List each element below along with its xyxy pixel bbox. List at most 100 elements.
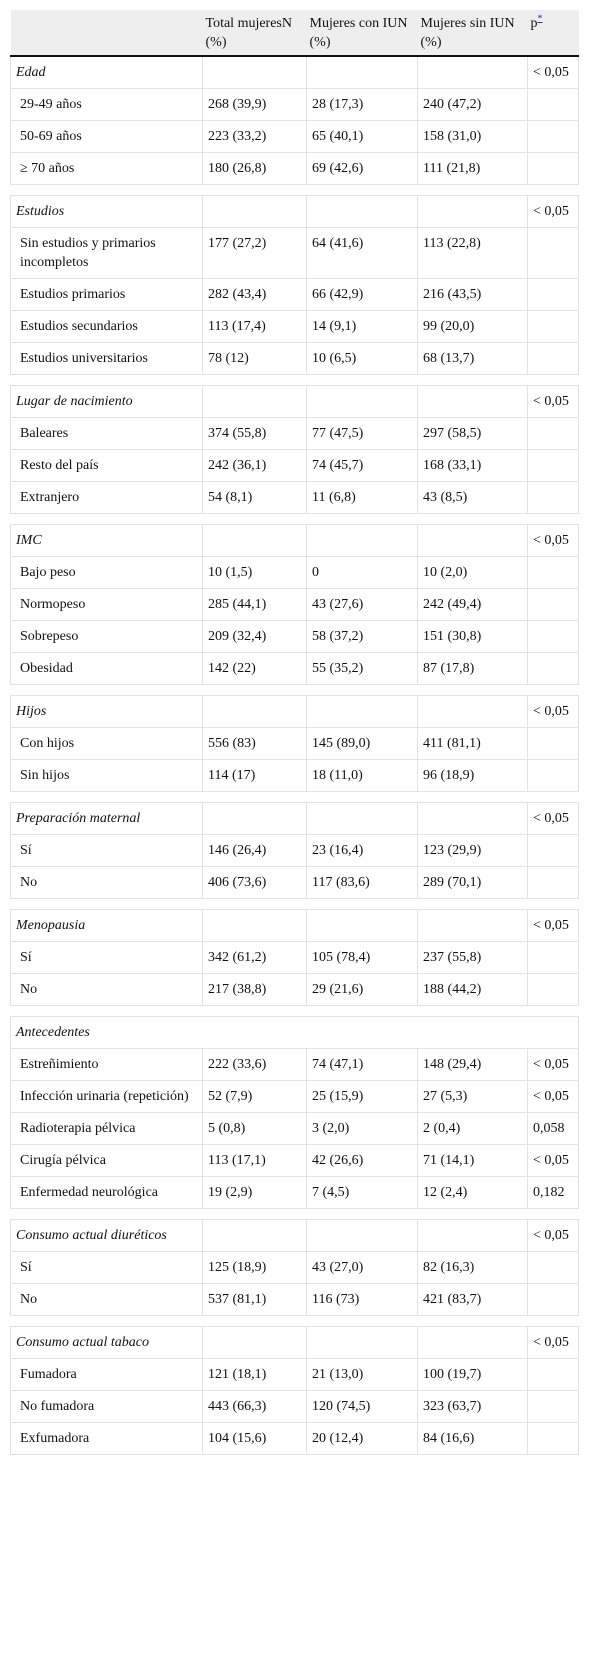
value-cell: 342 (61,2) (202, 941, 307, 974)
empty-cell (527, 1422, 579, 1455)
empty-cell (417, 909, 528, 942)
section-title: IMC (10, 524, 203, 557)
value-cell: 556 (83) (202, 727, 307, 760)
value-cell: 217 (38,8) (202, 973, 307, 1006)
empty-cell (527, 834, 579, 867)
footnote-marker: * (537, 13, 543, 25)
value-cell: 18 (11,0) (306, 759, 418, 792)
value-cell: 223 (33,2) (202, 120, 307, 153)
row-label: ≥ 70 años (10, 152, 203, 185)
data-row: Normopeso 285 (44,1) 43 (27,6) 242 (49,4) (10, 588, 579, 621)
value-cell: 68 (13,7) (417, 342, 528, 375)
section-title: Estudios (10, 195, 203, 228)
value-cell: 87 (17,8) (417, 652, 528, 685)
value-cell: 100 (19,7) (417, 1358, 528, 1391)
empty-cell (202, 55, 307, 89)
row-label: Sí (10, 1251, 203, 1284)
empty-cell (306, 909, 418, 942)
empty-cell (202, 1219, 307, 1252)
value-cell: 242 (49,4) (417, 588, 528, 621)
spacer-cell (10, 1315, 579, 1327)
value-cell: 82 (16,3) (417, 1251, 528, 1284)
row-label: Exfumadora (10, 1422, 203, 1455)
value-cell: 240 (47,2) (417, 88, 528, 121)
value-cell: 237 (55,8) (417, 941, 528, 974)
empty-cell (527, 152, 579, 185)
value-cell: 158 (31,0) (417, 120, 528, 153)
value-cell: 105 (78,4) (306, 941, 418, 974)
value-cell: 27 (5,3) (417, 1080, 528, 1113)
section-title: Preparación maternal (10, 802, 203, 835)
empty-cell (527, 227, 579, 279)
header-cell (10, 10, 203, 57)
value-cell: 537 (81,1) (202, 1283, 307, 1316)
value-cell: 374 (55,8) (202, 417, 307, 450)
header-cell: Total mujeresN (%) (202, 10, 307, 57)
empty-cell (527, 941, 579, 974)
empty-cell (306, 524, 418, 557)
data-row: No 537 (81,1) 116 (73) 421 (83,7) (10, 1283, 579, 1316)
empty-cell (527, 866, 579, 899)
section-title: Edad (10, 55, 203, 89)
header-row: Total mujeresN (%) Mujeres con IUN (%) Muj… (10, 10, 579, 57)
value-cell: 58 (37,2) (306, 620, 418, 653)
p-value: < 0,05 (527, 1144, 579, 1177)
section-row: Estudios < 0,05 (10, 195, 579, 228)
empty-cell (306, 1219, 418, 1252)
value-cell: 145 (89,0) (306, 727, 418, 760)
data-row: Resto del país 242 (36,1) 74 (45,7) 168 (33… (10, 449, 579, 482)
value-cell: 142 (22) (202, 652, 307, 685)
value-cell: 29 (21,6) (306, 973, 418, 1006)
empty-cell (202, 195, 307, 228)
data-row: Sí 342 (61,2) 105 (78,4) 237 (55,8) (10, 941, 579, 974)
empty-cell (527, 652, 579, 685)
data-row: Sin estudios y primarios incompletos 177 … (10, 227, 579, 279)
value-cell: 84 (16,6) (417, 1422, 528, 1455)
empty-cell (527, 342, 579, 375)
data-row: Exfumadora 104 (15,6) 20 (12,4) 84 (16,6) (10, 1422, 579, 1455)
data-row: Estudios primarios 282 (43,4) 66 (42,9) 216… (10, 278, 579, 311)
empty-cell (202, 524, 307, 557)
p-value: < 0,05 (527, 695, 579, 728)
value-cell: 242 (36,1) (202, 449, 307, 482)
row-label: Obesidad (10, 652, 203, 685)
data-row: No fumadora 443 (66,3) 120 (74,5) 323 (63,7… (10, 1390, 579, 1423)
empty-cell (306, 385, 418, 418)
value-cell: 123 (29,9) (417, 834, 528, 867)
row-label: Estreñimiento (10, 1048, 203, 1081)
p-value: < 0,05 (527, 195, 579, 228)
value-cell: 177 (27,2) (202, 227, 307, 279)
value-cell: 116 (73) (306, 1283, 418, 1316)
value-cell: 113 (17,4) (202, 310, 307, 343)
row-label: 29-49 años (10, 88, 203, 121)
table-body: Edad < 0,05 29-49 años 268 (39,9) 28 (17,3) 2… (10, 55, 579, 1455)
row-label: Estudios secundarios (10, 310, 203, 343)
header-cell: Mujeres con IUN (%) (306, 10, 418, 57)
value-cell: 113 (22,8) (417, 227, 528, 279)
section-row: Edad < 0,05 (10, 55, 579, 89)
row-label: Resto del país (10, 449, 203, 482)
empty-cell (417, 55, 528, 89)
value-cell: 12 (2,4) (417, 1176, 528, 1209)
spacer-cell (10, 374, 579, 386)
empty-cell (527, 1283, 579, 1316)
value-cell: 43 (27,6) (306, 588, 418, 621)
data-row: Con hijos 556 (83) 145 (89,0) 411 (81,1) (10, 727, 579, 760)
data-row: Sobrepeso 209 (32,4) 58 (37,2) 151 (30,8) (10, 620, 579, 653)
data-row: Infección urinaria (repetición) 52 (7,9) 2… (10, 1080, 579, 1113)
row-label: Sobrepeso (10, 620, 203, 653)
value-cell: 289 (70,1) (417, 866, 528, 899)
spacer-row (10, 513, 579, 525)
empty-cell (306, 1326, 418, 1359)
value-cell: 111 (21,8) (417, 152, 528, 185)
value-cell: 55 (35,2) (306, 652, 418, 685)
row-label: Fumadora (10, 1358, 203, 1391)
row-label: Con hijos (10, 727, 203, 760)
data-table: Total mujeresN (%) Mujeres con IUN (%) Muj… (10, 10, 579, 1455)
data-row: Extranjero 54 (8,1) 11 (6,8) 43 (8,5) (10, 481, 579, 514)
value-cell: 10 (1,5) (202, 556, 307, 589)
p-value: < 0,05 (527, 1080, 579, 1113)
empty-cell (527, 310, 579, 343)
value-cell: 121 (18,1) (202, 1358, 307, 1391)
p-value: 0,182 (527, 1176, 579, 1209)
